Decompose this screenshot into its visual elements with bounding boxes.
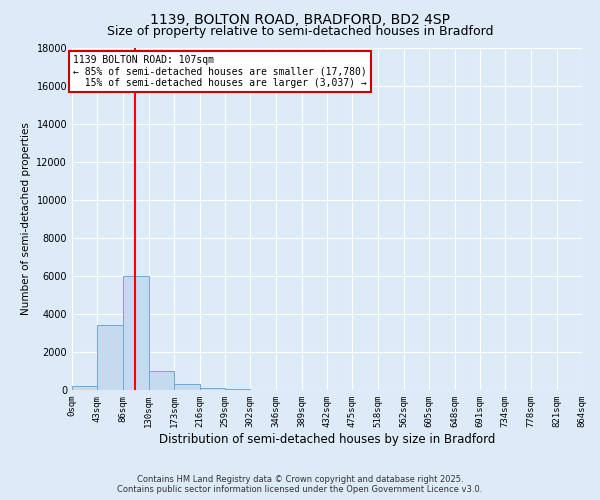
Text: Size of property relative to semi-detached houses in Bradford: Size of property relative to semi-detach… — [107, 25, 493, 38]
Y-axis label: Number of semi-detached properties: Number of semi-detached properties — [21, 122, 31, 315]
Text: 1139 BOLTON ROAD: 107sqm
← 85% of semi-detached houses are smaller (17,780)
  15: 1139 BOLTON ROAD: 107sqm ← 85% of semi-d… — [73, 55, 367, 88]
Text: 1139, BOLTON ROAD, BRADFORD, BD2 4SP: 1139, BOLTON ROAD, BRADFORD, BD2 4SP — [150, 12, 450, 26]
Bar — [72, 386, 97, 390]
Bar — [123, 276, 149, 390]
Bar — [174, 384, 199, 390]
Bar — [97, 326, 123, 390]
X-axis label: Distribution of semi-detached houses by size in Bradford: Distribution of semi-detached houses by … — [159, 432, 495, 446]
Bar — [149, 371, 174, 390]
Bar — [225, 389, 250, 390]
Text: Contains HM Land Registry data © Crown copyright and database right 2025.
Contai: Contains HM Land Registry data © Crown c… — [118, 474, 482, 494]
Bar — [199, 388, 225, 390]
